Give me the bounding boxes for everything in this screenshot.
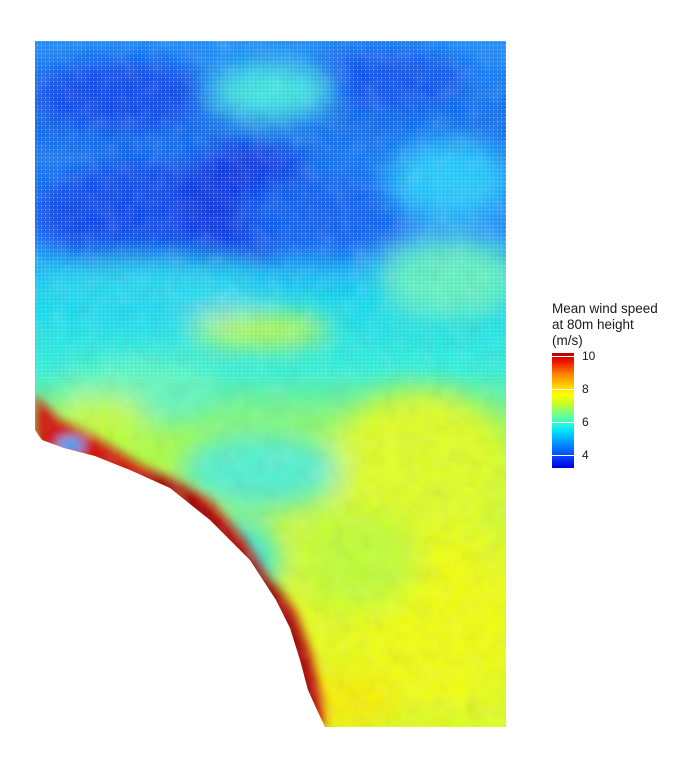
legend-title: Mean wind speed at 80m height (m/s) [552, 301, 682, 349]
legend-tick-label-8: 8 [582, 382, 589, 396]
legend-tick-line-4 [552, 455, 574, 456]
legend-title-line-3: (m/s) [552, 333, 583, 348]
legend-tick-label-6: 6 [582, 415, 589, 429]
legend-tick-label-4: 4 [582, 448, 589, 462]
legend-tick-line-6 [552, 422, 574, 423]
legend-title-line-1: Mean wind speed [552, 301, 658, 316]
legend-colorbar [552, 353, 574, 468]
legend-tick-line-8 [552, 389, 574, 390]
legend-title-line-2: at 80m height [552, 317, 634, 332]
legend-tick-line-10 [552, 356, 574, 357]
map-raster [35, 41, 506, 727]
legend-tick-label-10: 10 [582, 349, 596, 363]
